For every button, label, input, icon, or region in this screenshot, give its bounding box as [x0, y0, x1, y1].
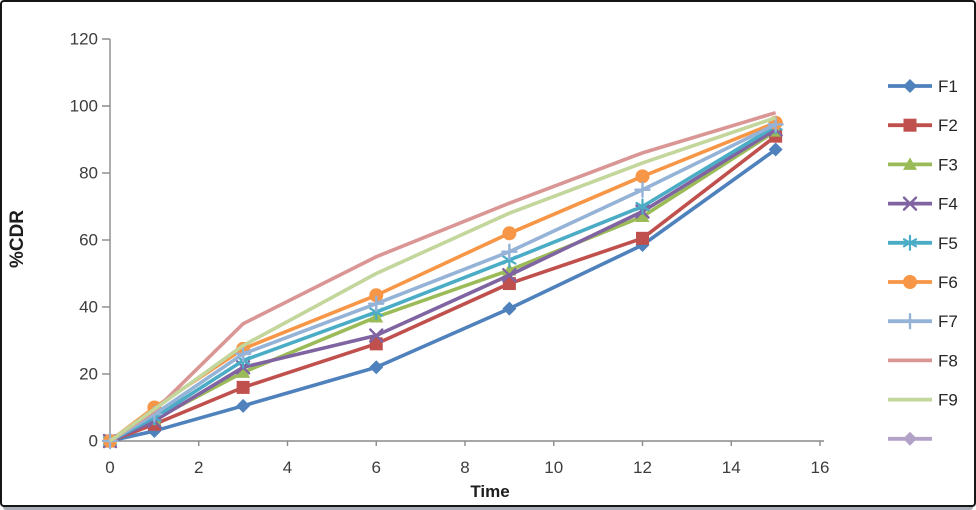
asterisk-marker	[902, 238, 918, 248]
window-bottom-edge	[3, 507, 973, 510]
y-tick-label: 80	[79, 164, 98, 183]
legend-item-F5: F5	[888, 234, 958, 253]
x-tick-label: 0	[105, 458, 114, 477]
series-F2	[103, 129, 783, 448]
asterisk-marker	[635, 201, 650, 212]
diamond-marker	[236, 398, 251, 413]
x-tick-label: 12	[633, 458, 652, 477]
x-tick-label: 8	[460, 458, 469, 477]
legend-label: F6	[938, 273, 958, 292]
legend-item-F6: F6	[888, 273, 958, 292]
square-marker	[636, 231, 649, 245]
circle-marker	[502, 226, 517, 241]
legend-item-F3: F3	[888, 155, 958, 174]
diamond-marker	[369, 360, 384, 375]
square-marker	[903, 118, 917, 132]
legend-item-F8: F8	[888, 351, 958, 370]
y-tick-label: 100	[70, 97, 98, 116]
diamond-marker	[768, 142, 783, 157]
x-tick-label: 6	[372, 458, 381, 477]
x-marker	[369, 328, 384, 343]
y-axis-title: %CDR	[7, 209, 28, 269]
x-axis-title: Time	[470, 482, 510, 501]
circle-marker	[903, 275, 917, 289]
x-marker	[902, 196, 918, 211]
legend-item-F1: F1	[888, 77, 958, 96]
diamond-marker	[903, 79, 917, 93]
x-marker	[502, 267, 517, 283]
asterisk-marker	[502, 255, 517, 265]
x-tick-label: 2	[194, 458, 203, 477]
circle-marker	[369, 288, 384, 303]
series-F7	[101, 116, 784, 450]
legend-label: F1	[938, 77, 958, 96]
asterisk-marker	[369, 307, 384, 317]
square-marker	[502, 277, 516, 291]
legend-label: F2	[938, 116, 958, 135]
y-tick-label: 60	[79, 231, 98, 250]
circle-marker	[635, 169, 650, 184]
triangle-marker	[635, 209, 650, 223]
y-tick-label: 40	[79, 298, 98, 317]
legend-item-F7: F7	[888, 312, 958, 331]
x-tick-label: 16	[811, 458, 830, 477]
y-tick-label: 120	[70, 30, 98, 49]
series-F5	[102, 117, 783, 450]
x-tick-label: 4	[283, 458, 292, 477]
legend-item-F4: F4	[888, 195, 958, 214]
legend-item-F2: F2	[888, 116, 958, 135]
legend-label: F9	[938, 391, 958, 410]
triangle-marker	[903, 157, 917, 170]
y-tick-label: 0	[89, 432, 98, 451]
series-F1	[103, 142, 783, 448]
series-line	[108, 121, 777, 443]
diamond-marker	[903, 431, 917, 446]
legend-label: F8	[938, 351, 958, 370]
x-tick-label: 14	[722, 458, 741, 477]
legend-label: F4	[938, 195, 958, 214]
square-marker	[369, 337, 383, 351]
series-F6	[103, 115, 783, 448]
legend-label: F3	[938, 155, 958, 174]
legend-item-unnamed	[888, 431, 932, 446]
diamond-marker	[502, 301, 517, 316]
series-line	[108, 116, 777, 443]
triangle-marker	[236, 365, 251, 378]
square-marker	[236, 380, 250, 394]
y-tick-label: 20	[79, 365, 98, 384]
legend-label: F7	[938, 312, 958, 331]
legend-item-F9: F9	[888, 391, 958, 410]
series-line	[109, 134, 777, 443]
x-tick-label: 10	[544, 458, 563, 477]
series-line	[109, 122, 777, 443]
legend-label: F5	[938, 234, 958, 253]
series-F9	[108, 116, 777, 443]
